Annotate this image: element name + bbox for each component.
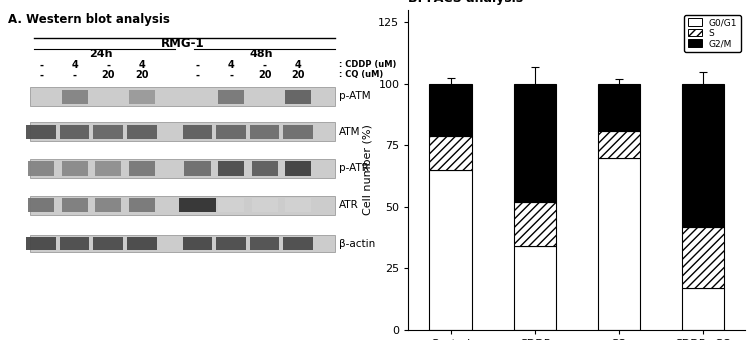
Bar bbox=[30, 195, 335, 215]
Text: 48h: 48h bbox=[249, 49, 273, 59]
Text: 4: 4 bbox=[139, 61, 145, 70]
Bar bbox=[216, 237, 246, 250]
Bar bbox=[95, 161, 121, 176]
Bar bbox=[28, 161, 54, 176]
Text: -: - bbox=[196, 70, 200, 80]
Bar bbox=[218, 198, 244, 212]
Text: -: - bbox=[229, 70, 233, 80]
Bar bbox=[250, 124, 279, 139]
Bar bbox=[283, 237, 313, 250]
Bar bbox=[127, 237, 157, 250]
Text: 20: 20 bbox=[102, 70, 115, 80]
Text: -: - bbox=[263, 61, 267, 70]
Text: -: - bbox=[39, 70, 43, 80]
Text: -: - bbox=[196, 61, 200, 70]
Bar bbox=[129, 161, 154, 176]
Bar bbox=[62, 161, 87, 176]
Bar bbox=[514, 246, 556, 330]
Bar bbox=[28, 198, 54, 212]
Bar bbox=[514, 202, 556, 246]
Bar bbox=[285, 161, 311, 176]
Text: A. Western blot analysis: A. Western blot analysis bbox=[8, 13, 169, 27]
Bar bbox=[218, 90, 244, 104]
Y-axis label: Cell number (%): Cell number (%) bbox=[363, 124, 373, 216]
Bar bbox=[429, 84, 471, 136]
Text: : CDDP (uM): : CDDP (uM) bbox=[339, 61, 396, 69]
Bar bbox=[250, 237, 279, 250]
Text: 20: 20 bbox=[291, 70, 305, 80]
Bar bbox=[285, 90, 311, 104]
Bar bbox=[30, 87, 335, 106]
Bar bbox=[93, 124, 123, 139]
Text: p-ATR: p-ATR bbox=[339, 164, 369, 173]
Text: ATR: ATR bbox=[339, 200, 359, 210]
Text: β-actin: β-actin bbox=[339, 238, 375, 249]
Bar bbox=[184, 161, 211, 176]
Bar bbox=[682, 226, 724, 288]
Bar bbox=[127, 124, 157, 139]
Bar bbox=[59, 124, 90, 139]
Text: -: - bbox=[106, 61, 110, 70]
Bar bbox=[129, 198, 154, 212]
Text: 24h: 24h bbox=[89, 49, 112, 59]
Bar bbox=[252, 161, 278, 176]
Legend: G0/G1, S, G2/M: G0/G1, S, G2/M bbox=[684, 15, 741, 52]
Bar bbox=[93, 237, 123, 250]
Bar bbox=[252, 198, 278, 212]
Bar bbox=[30, 122, 335, 141]
Text: B. FACS analysis: B. FACS analysis bbox=[408, 0, 523, 5]
Text: 20: 20 bbox=[135, 70, 148, 80]
Bar bbox=[216, 124, 246, 139]
Bar bbox=[429, 170, 471, 330]
Text: -: - bbox=[72, 70, 77, 80]
Bar bbox=[95, 198, 121, 212]
Bar bbox=[30, 235, 335, 252]
Bar bbox=[682, 288, 724, 330]
Bar bbox=[179, 198, 216, 212]
Text: 4: 4 bbox=[294, 61, 301, 70]
Text: RMG-1: RMG-1 bbox=[161, 37, 204, 50]
Bar bbox=[26, 124, 56, 139]
Text: : CQ (uM): : CQ (uM) bbox=[339, 70, 383, 79]
Text: ATM: ATM bbox=[339, 126, 361, 137]
Bar bbox=[514, 84, 556, 202]
Bar bbox=[598, 158, 640, 330]
Bar bbox=[285, 198, 311, 212]
Bar bbox=[59, 237, 90, 250]
Bar bbox=[62, 198, 87, 212]
Bar bbox=[62, 90, 87, 104]
Bar bbox=[598, 84, 640, 131]
Bar bbox=[682, 84, 724, 226]
Text: 4: 4 bbox=[72, 61, 78, 70]
Bar bbox=[283, 124, 313, 139]
Bar bbox=[429, 136, 471, 170]
Text: 20: 20 bbox=[258, 70, 271, 80]
Text: 4: 4 bbox=[227, 61, 234, 70]
Bar bbox=[129, 90, 154, 104]
Text: -: - bbox=[39, 61, 43, 70]
Bar bbox=[26, 237, 56, 250]
Bar bbox=[218, 161, 244, 176]
Bar bbox=[183, 124, 212, 139]
Bar bbox=[183, 237, 212, 250]
Bar bbox=[598, 131, 640, 158]
Bar bbox=[30, 159, 335, 178]
Text: p-ATM: p-ATM bbox=[339, 91, 370, 102]
